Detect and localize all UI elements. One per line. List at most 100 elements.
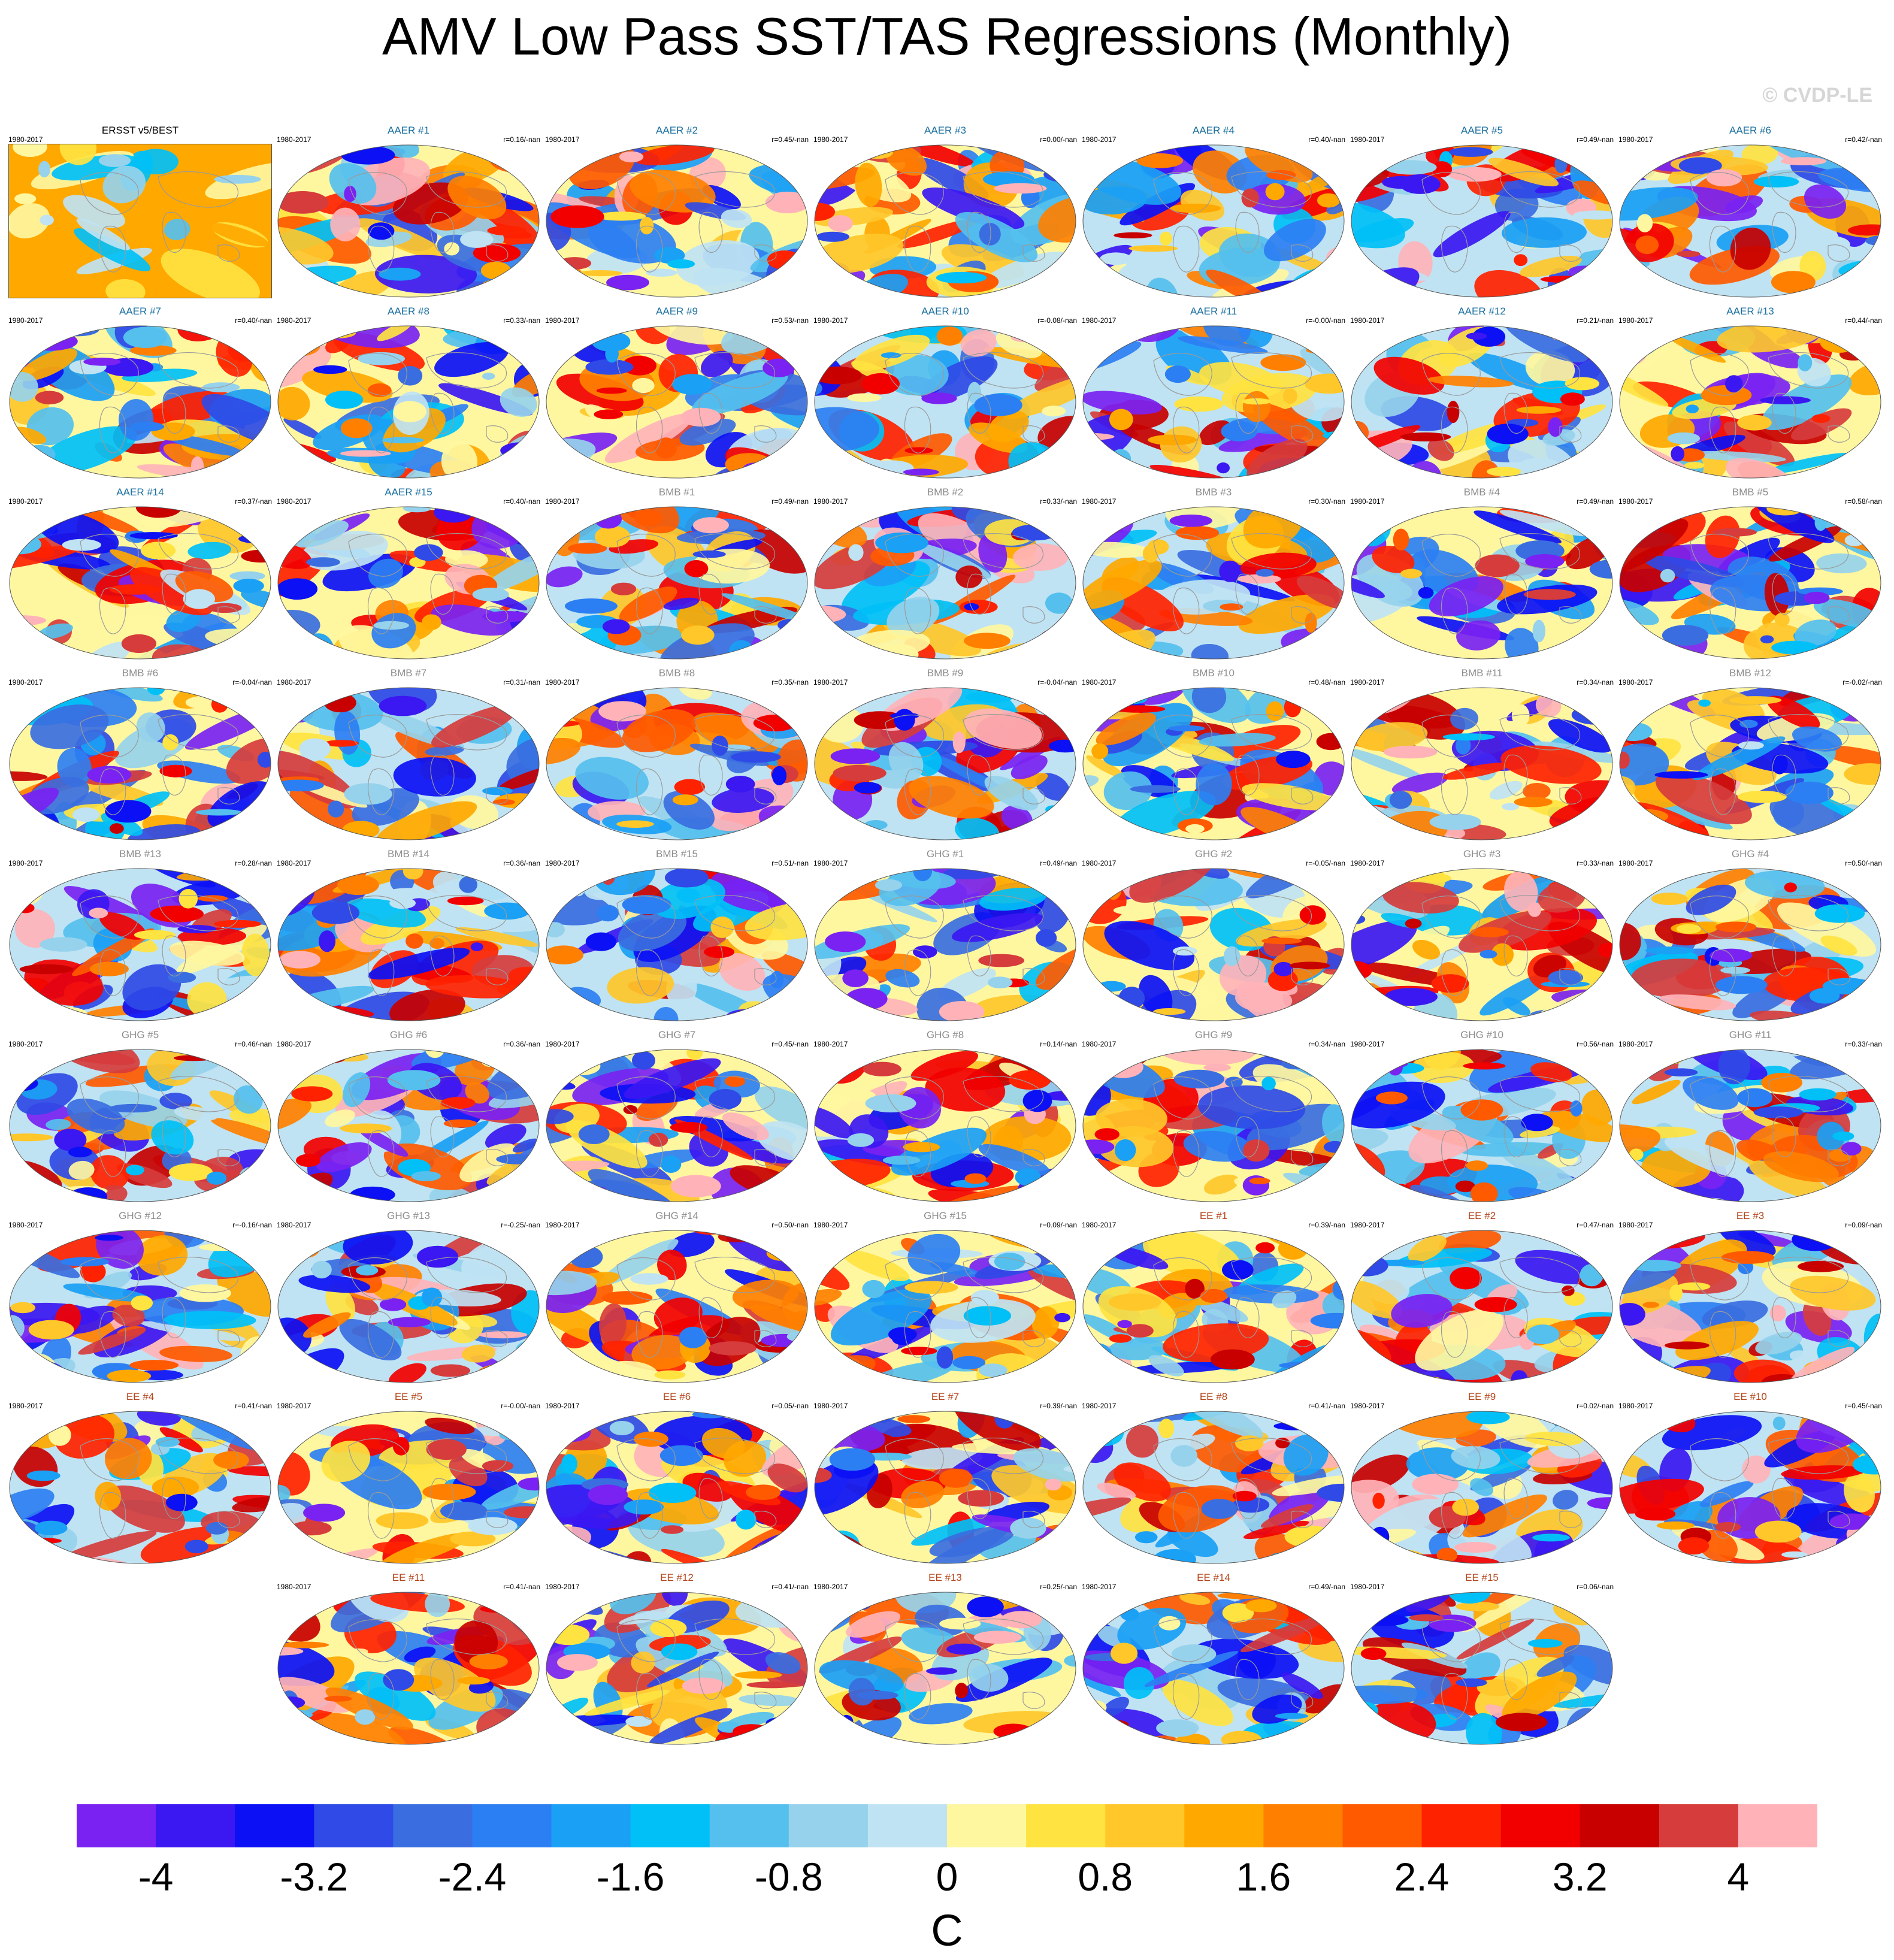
panel-correlation: r=0.45/-nan — [771, 1040, 809, 1048]
panel-title: AAER #13 — [1726, 306, 1774, 317]
panel-correlation: r=0.41/-nan — [1308, 1402, 1345, 1410]
panel-title: GHG #12 — [119, 1210, 162, 1221]
panel-correlation: r=0.40/-nan — [503, 497, 540, 506]
panel-title: BMB #11 — [1461, 667, 1503, 679]
colorbar-swatch — [788, 1804, 869, 1847]
panel-period: 1980-2017 — [545, 859, 580, 867]
panel-period: 1980-2017 — [8, 135, 43, 144]
map-panel: AAER #4 1980-2017 r=0.40/-nan — [1082, 125, 1345, 298]
panel-period: 1980-2017 — [1350, 1583, 1385, 1591]
panel-correlation: r=0.16/-nan — [503, 135, 540, 144]
map-panel: BMB #13 1980-2017 r=0.28/-nan — [8, 848, 272, 1022]
panel-period: 1980-2017 — [1082, 135, 1117, 144]
panel-correlation: r=0.40/-nan — [1308, 135, 1345, 144]
regression-map — [1351, 1411, 1613, 1564]
colorbar-swatch — [709, 1804, 789, 1847]
map-panel: EE #5 1980-2017 r=-0.00/-nan — [277, 1391, 540, 1565]
map-panel-grid: ERSST v5/BEST 1980-2017 AAER #1 1980-2017 r=… — [8, 125, 1882, 1745]
panel-period: 1980-2017 — [1082, 1040, 1117, 1048]
regression-map — [9, 687, 271, 840]
panel-title: GHG #13 — [387, 1210, 430, 1221]
panel-period: 1980-2017 — [277, 316, 311, 325]
map-panel: BMB #7 1980-2017 r=0.31/-nan — [277, 667, 540, 841]
colorbar-tick-label: 4 — [1727, 1855, 1750, 1899]
panel-correlation: r=0.48/-nan — [1308, 678, 1345, 686]
panel-title: GHG #4 — [1731, 848, 1769, 860]
panel-correlation: r=0.49/-nan — [1577, 497, 1614, 506]
colorbar-tick-labels: -4 -3.2 -2.4 -1.6 -0.8 0 0.8 1.6 2.4 3.2 4 — [0, 1854, 1894, 1902]
map-panel: ERSST v5/BEST 1980-2017 — [8, 125, 272, 298]
panel-title: BMB #10 — [1193, 667, 1235, 679]
colorbar-swatch — [472, 1804, 552, 1847]
panel-period: 1980-2017 — [277, 678, 311, 686]
map-panel: GHG #3 1980-2017 r=0.33/-nan — [1350, 848, 1614, 1022]
panel-title: AAER #10 — [921, 306, 969, 317]
regression-map — [814, 1411, 1076, 1564]
panel-title: BMB #14 — [388, 848, 429, 860]
panel-period: 1980-2017 — [545, 1221, 580, 1229]
panel-correlation: r=0.49/-nan — [1040, 859, 1077, 867]
regression-map — [814, 1592, 1076, 1745]
map-panel: EE #8 1980-2017 r=0.41/-nan — [1082, 1391, 1345, 1565]
regression-map — [814, 1049, 1076, 1202]
map-panel: AAER #10 1980-2017 r=-0.08/-nan — [813, 306, 1077, 479]
panel-period: 1980-2017 — [277, 497, 311, 506]
map-panel: GHG #9 1980-2017 r=0.34/-nan — [1082, 1029, 1345, 1203]
regression-map — [814, 868, 1076, 1021]
map-panel: AAER #8 1980-2017 r=0.33/-nan — [277, 306, 540, 479]
panel-period: 1980-2017 — [813, 316, 848, 325]
regression-map — [1351, 506, 1613, 660]
panel-period: 1980-2017 — [1618, 1221, 1653, 1229]
map-panel: BMB #9 1980-2017 r=-0.04/-nan — [813, 667, 1077, 841]
regression-map — [1082, 687, 1345, 840]
panel-title: GHG #2 — [1194, 848, 1233, 860]
panel-correlation: r=0.46/-nan — [235, 1040, 272, 1048]
regression-map — [546, 506, 808, 660]
colorbar-swatch — [1738, 1804, 1817, 1847]
panel-period: 1980-2017 — [8, 1040, 43, 1048]
panel-title: BMB #3 — [1195, 486, 1232, 498]
panel-period: 1980-2017 — [8, 497, 43, 506]
regression-map — [1619, 1230, 1881, 1383]
panel-title: BMB #9 — [927, 667, 964, 679]
colorbar-swatch — [156, 1804, 235, 1847]
panel-correlation: r=0.28/-nan — [235, 859, 272, 867]
panel-period: 1980-2017 — [277, 1402, 311, 1410]
panel-correlation: r=0.49/-nan — [771, 497, 809, 506]
panel-title: EE #15 — [1465, 1572, 1499, 1583]
colorbar-swatch — [1500, 1804, 1581, 1847]
regression-map — [1351, 868, 1613, 1021]
panel-period: 1980-2017 — [1082, 497, 1117, 506]
panel-correlation: r=0.14/-nan — [1040, 1040, 1077, 1048]
regression-map — [1351, 687, 1613, 840]
regression-map — [1619, 506, 1881, 660]
colorbar-swatch — [235, 1804, 314, 1847]
regression-map — [814, 325, 1076, 479]
panel-period: 1980-2017 — [1350, 1040, 1385, 1048]
panel-correlation: r=0.02/-nan — [1577, 1402, 1614, 1410]
panel-correlation: r=0.49/-nan — [1308, 1583, 1345, 1591]
panel-period: 1980-2017 — [1082, 316, 1117, 325]
regression-map — [546, 868, 808, 1021]
panel-period: 1980-2017 — [277, 1221, 311, 1229]
regression-map — [1351, 325, 1613, 479]
panel-correlation: r=0.37/-nan — [235, 497, 272, 506]
panel-period: 1980-2017 — [1350, 316, 1385, 325]
regression-map — [546, 144, 808, 298]
panel-title: BMB #5 — [1732, 486, 1769, 498]
map-panel: EE #1 1980-2017 r=0.39/-nan — [1082, 1210, 1345, 1384]
map-panel: EE #7 1980-2017 r=0.39/-nan — [813, 1391, 1077, 1565]
panel-period: 1980-2017 — [813, 1402, 848, 1410]
panel-correlation: r=0.58/-nan — [1845, 497, 1882, 506]
panel-correlation: r=-0.00/-nan — [1306, 316, 1345, 325]
map-panel: AAER #6 1980-2017 r=0.42/-nan — [1618, 125, 1882, 298]
map-panel: GHG #4 1980-2017 r=0.50/-nan — [1618, 848, 1882, 1022]
panel-correlation: r=0.33/-nan — [1577, 859, 1614, 867]
panel-correlation: r=0.33/-nan — [1040, 497, 1077, 506]
regression-map — [9, 868, 271, 1021]
map-panel: BMB #2 1980-2017 r=0.33/-nan — [813, 486, 1077, 660]
panel-correlation: r=0.30/-nan — [1308, 497, 1345, 506]
regression-map — [814, 506, 1076, 660]
panel-title: GHG #8 — [926, 1029, 964, 1041]
panel-period: 1980-2017 — [277, 1583, 311, 1591]
